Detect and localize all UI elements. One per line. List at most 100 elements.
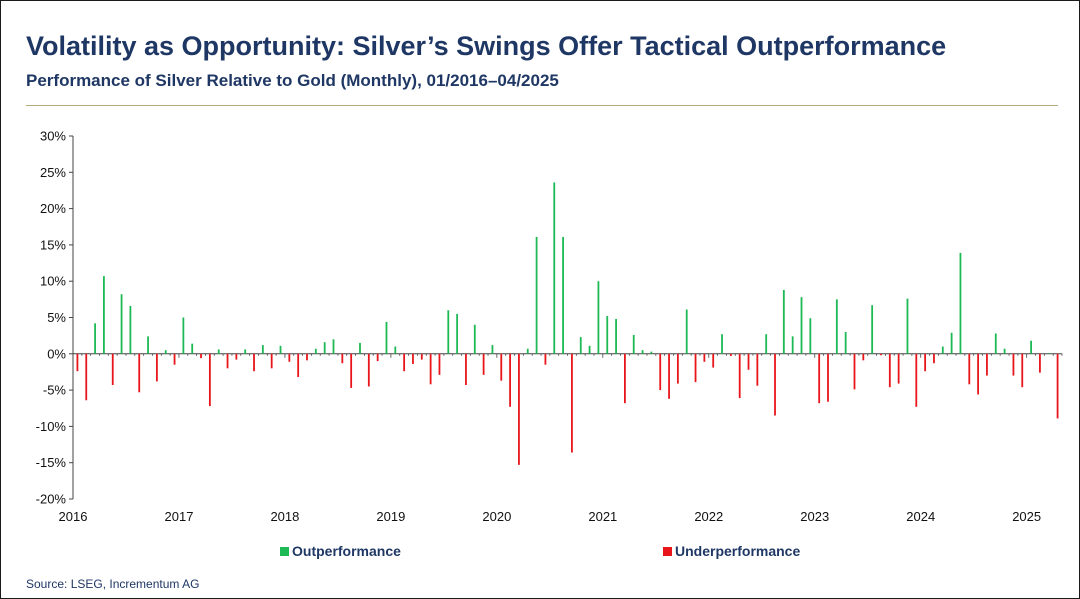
bar-underperformance <box>729 353 732 356</box>
bar-outperformance <box>191 343 194 354</box>
bar-underperformance <box>676 353 679 384</box>
bar-outperformance <box>385 321 388 354</box>
bar-underperformance <box>420 353 423 360</box>
x-tick-label: 2018 <box>270 509 299 524</box>
bar-outperformance <box>579 337 582 354</box>
bar-outperformance <box>562 236 564 354</box>
y-tick-label: 25% <box>40 165 66 180</box>
bar-outperformance <box>147 336 149 354</box>
bar-underperformance <box>1012 353 1015 376</box>
bar-underperformance <box>465 353 467 386</box>
bar-outperformance <box>588 345 591 354</box>
bar-outperformance <box>103 276 105 354</box>
bar-underperformance <box>438 353 441 375</box>
bar-underperformance <box>155 353 158 382</box>
page-subtitle: Performance of Silver Relative to Gold (… <box>26 71 559 90</box>
bar-outperformance <box>597 281 600 354</box>
bar-underperformance <box>235 353 238 360</box>
bar-underperformance <box>924 353 927 372</box>
page-title: Volatility as Opportunity: Silver’s Swin… <box>26 31 947 61</box>
bar-outperformance <box>94 323 96 354</box>
bar-underperformance <box>818 353 821 404</box>
bar-underperformance <box>738 353 741 399</box>
bar-underperformance <box>888 353 891 388</box>
bar-underperformance <box>208 353 211 407</box>
bar-underperformance <box>659 353 662 391</box>
y-tick-label: 10% <box>40 274 66 289</box>
bar-outperformance <box>553 182 556 354</box>
bar-underperformance <box>624 353 626 404</box>
legend-swatch-underperformance <box>663 546 672 556</box>
bar-underperformance <box>412 353 414 364</box>
bar-outperformance <box>959 252 962 354</box>
bar-outperformance <box>129 305 132 354</box>
y-tick-label: -5% <box>43 383 67 398</box>
y-tick-label: 20% <box>40 201 66 216</box>
y-tick-label: -10% <box>36 419 67 434</box>
bar-outperformance <box>473 324 476 354</box>
legend-label-underperformance: Underperformance <box>675 543 801 559</box>
bar-outperformance <box>871 305 874 354</box>
bar-outperformance <box>279 345 282 354</box>
bar-underperformance <box>986 353 988 376</box>
bar-outperformance <box>606 316 609 354</box>
bar-outperformance <box>491 345 494 354</box>
bar-outperformance <box>332 339 335 354</box>
title-divider <box>26 105 1058 106</box>
bar-underperformance <box>350 353 353 388</box>
bar-underperformance <box>1039 353 1041 373</box>
y-tick-label: 15% <box>40 237 66 252</box>
bar-underperformance <box>85 353 88 401</box>
bar-underperformance <box>668 353 670 399</box>
y-tick-label: -20% <box>36 492 67 507</box>
bar-underperformance <box>253 353 255 372</box>
legend-label-outperformance: Outperformance <box>292 543 401 559</box>
bar-outperformance <box>782 289 785 354</box>
bar-underperformance <box>880 353 882 356</box>
bar-underperformance <box>341 353 344 364</box>
bar-underperformance <box>403 353 406 372</box>
bar-underperformance <box>694 353 697 383</box>
bar-outperformance <box>535 236 538 354</box>
bar-outperformance <box>394 346 397 354</box>
bar-underperformance <box>482 353 485 375</box>
bar-underperformance <box>518 353 520 465</box>
bar-outperformance <box>314 348 317 354</box>
bar-underperformance <box>747 353 750 370</box>
bar-outperformance <box>650 351 653 354</box>
bar-underperformance <box>1021 353 1024 388</box>
bar-underperformance <box>897 353 900 384</box>
bar-underperformance <box>111 353 114 386</box>
bar-underperformance <box>827 353 829 402</box>
bar-underperformance <box>270 353 273 369</box>
y-tick-label: 30% <box>40 129 66 144</box>
bar-underperformance <box>1056 353 1059 419</box>
x-tick-label: 2021 <box>588 509 617 524</box>
bar-outperformance <box>906 298 909 354</box>
x-tick-label: 2025 <box>1012 509 1041 524</box>
bar-outperformance <box>526 348 529 354</box>
bar-outperformance <box>359 342 361 354</box>
bar-underperformance <box>297 353 300 378</box>
bar-outperformance <box>632 334 635 354</box>
bar-outperformance <box>994 333 997 354</box>
x-tick-label: 2017 <box>165 509 194 524</box>
bar-outperformance <box>120 294 123 354</box>
bar-outperformance <box>447 310 450 354</box>
bar-underperformance <box>544 353 547 365</box>
x-tick-label: 2023 <box>800 509 829 524</box>
bar-underperformance <box>500 353 503 381</box>
y-tick-label: 0% <box>47 346 66 361</box>
bar-outperformance <box>685 309 688 354</box>
bar-outperformance <box>261 345 264 354</box>
legend-swatch-outperformance <box>280 546 289 556</box>
bar-underperformance <box>509 353 511 407</box>
legend-item-outperformance: Outperformance <box>280 543 401 559</box>
bar-outperformance <box>164 350 167 354</box>
bar-underperformance <box>853 353 856 390</box>
bar-underperformance <box>173 353 176 365</box>
bar-underperformance <box>376 353 379 362</box>
bar-outperformance <box>217 349 220 354</box>
